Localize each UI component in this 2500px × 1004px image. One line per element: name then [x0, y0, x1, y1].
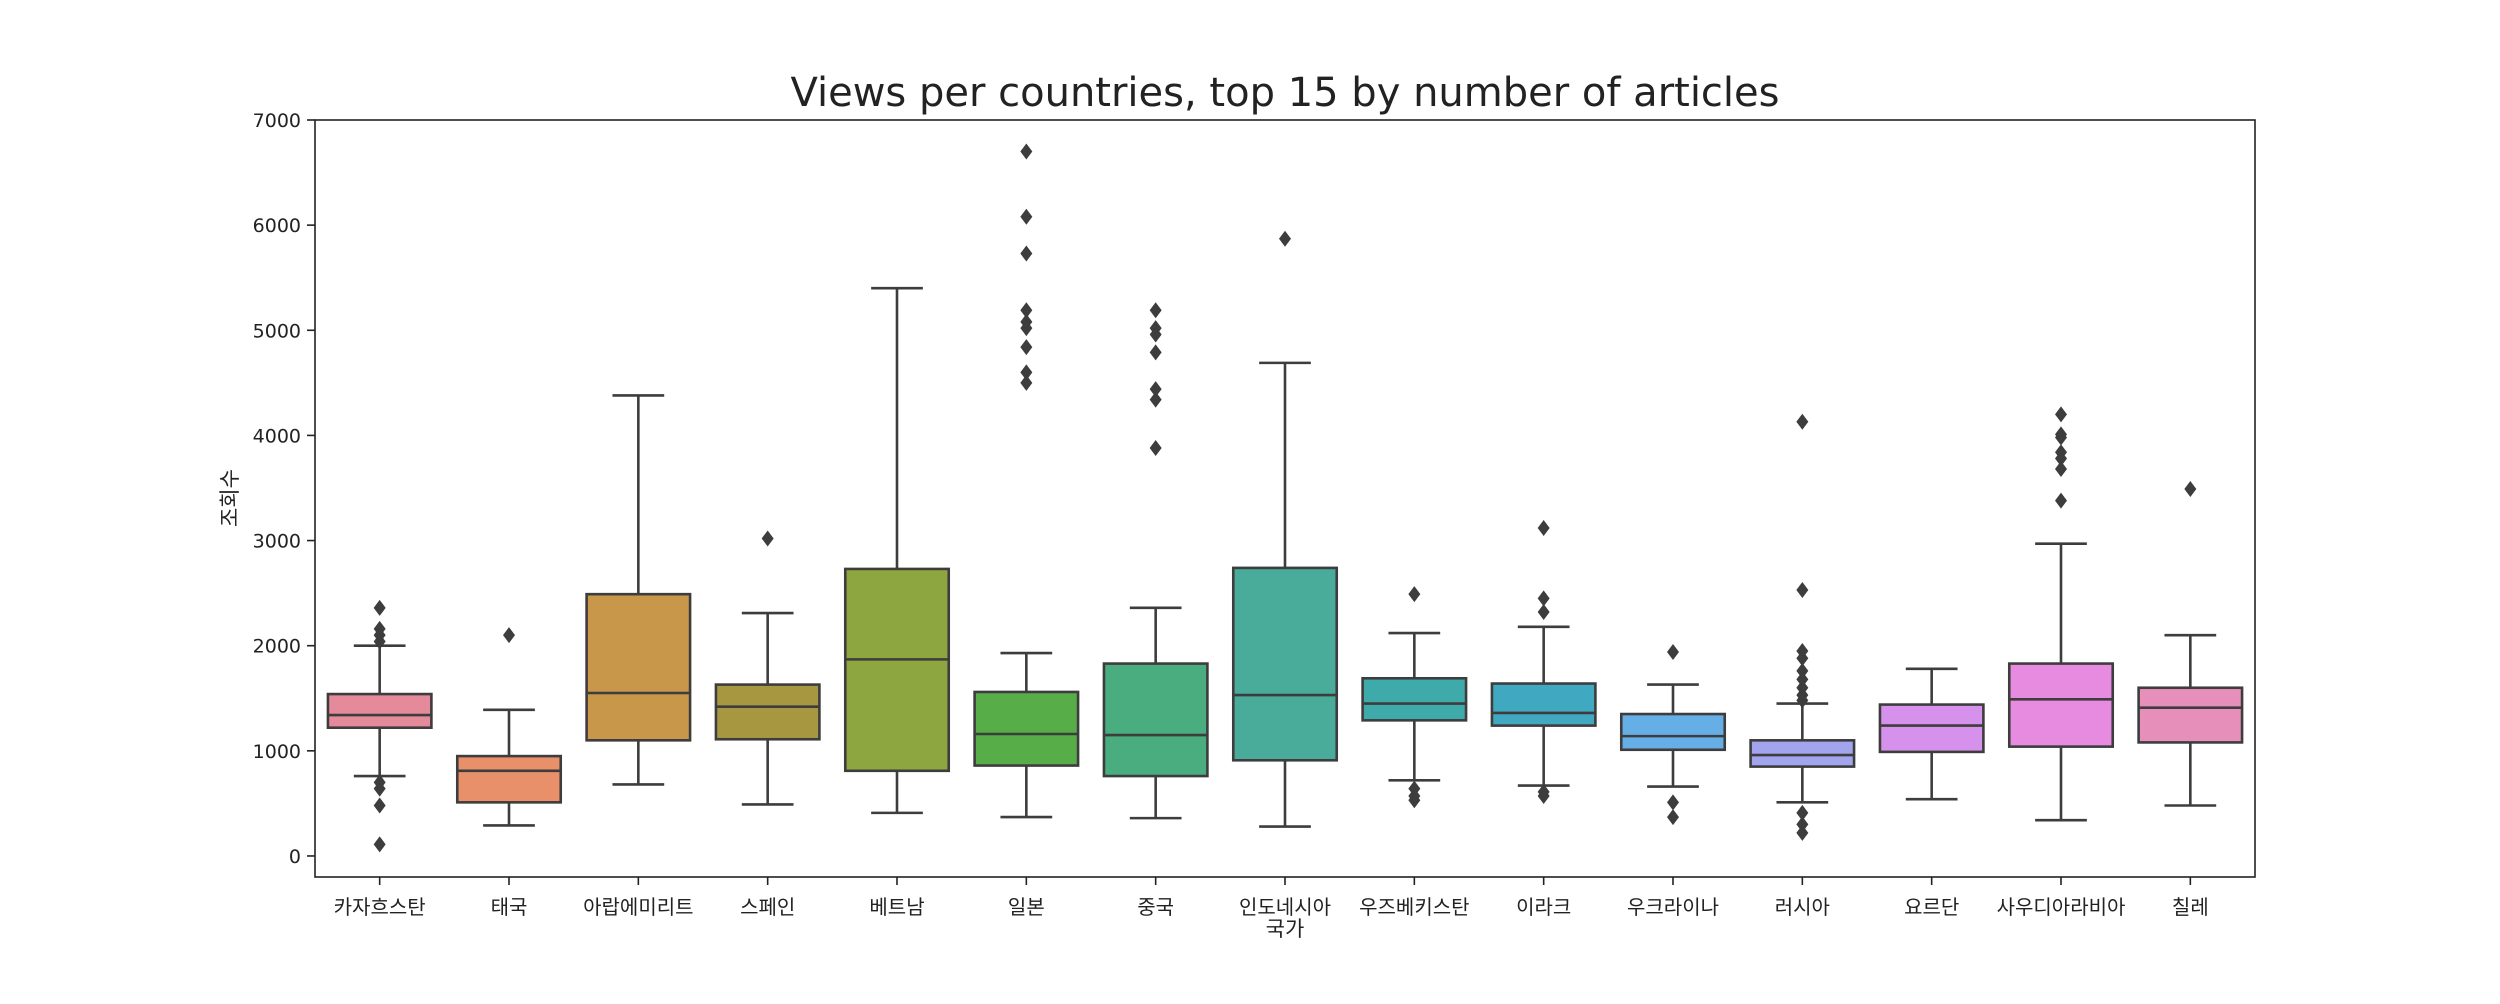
box-13	[2007, 662, 2115, 748]
box-11	[1749, 739, 1856, 768]
box-12	[1878, 703, 1985, 754]
outlier-point	[1279, 230, 1291, 247]
plot-frame	[314, 119, 2256, 878]
outlier-point	[373, 797, 386, 814]
box-2	[585, 592, 692, 742]
outlier-point	[1796, 804, 1809, 821]
y-tick-label: 7000	[253, 110, 301, 132]
y-tick-label: 4000	[253, 425, 301, 447]
outlier-point	[373, 774, 386, 791]
x-tick-label: 아랍에미리트	[583, 895, 693, 919]
outlier-point	[1020, 313, 1033, 330]
outlier-point	[1149, 381, 1162, 398]
outlier-point	[373, 620, 386, 637]
outlier-point	[2055, 444, 2067, 461]
box-5	[973, 690, 1080, 767]
outlier-point	[1020, 364, 1033, 381]
outlier-point	[1796, 662, 1809, 679]
chart-title: Views per countries, top 15 by number of…	[791, 70, 1780, 116]
box-4	[843, 567, 951, 773]
outlier-point	[1796, 581, 1809, 598]
outlier-point	[2184, 481, 2197, 498]
outlier-point	[1796, 642, 1809, 659]
outlier-point	[503, 627, 515, 644]
outlier-point	[1149, 302, 1162, 319]
x-tick-label: 사우디아라비아	[1997, 895, 2126, 919]
outlier-point	[1020, 143, 1033, 160]
box-3	[714, 683, 821, 741]
box-0	[326, 692, 433, 730]
y-axis-label: 조회수	[218, 469, 242, 527]
outlier-point	[1408, 586, 1421, 603]
outlier-point	[1667, 809, 1679, 826]
outlier-point	[761, 530, 774, 547]
x-tick-label: 우즈베키스탄	[1359, 895, 1469, 919]
box-7	[1231, 566, 1339, 762]
outlier-point	[1149, 391, 1162, 408]
box-8	[1361, 676, 1468, 722]
outlier-point	[1796, 824, 1809, 841]
outlier-point	[2055, 461, 2067, 478]
outlier-point	[1796, 679, 1809, 696]
y-tick-label: 5000	[253, 320, 301, 342]
x-tick-label: 인도네시아	[1239, 895, 1331, 919]
outlier-point	[1537, 590, 1550, 607]
outlier-point	[1796, 671, 1809, 688]
outlier-point	[1537, 519, 1550, 536]
outlier-point	[1020, 245, 1033, 262]
x-tick-label: 러시아	[1775, 895, 1830, 919]
outlier-point	[1667, 644, 1679, 661]
x-tick-label: 일본	[1008, 895, 1045, 919]
y-tick-label: 2000	[253, 636, 301, 658]
outlier-point	[1537, 783, 1550, 800]
x-tick-label: 우크라이나	[1627, 895, 1719, 919]
outlier-point	[373, 599, 386, 616]
box-9	[1490, 682, 1597, 727]
x-tick-label: 요르단	[1904, 895, 1959, 919]
x-tick-label: 스페인	[740, 895, 795, 919]
outlier-point	[1020, 374, 1033, 391]
outlier-point	[1149, 440, 1162, 457]
outlier-point	[1667, 794, 1679, 811]
plot-area: 0 1000 2000 3000 4000 5000 6000 7000 카자흐스탄 태국 아랍에미…	[253, 110, 2244, 919]
outlier-point	[1796, 816, 1809, 833]
y-tick-label: 6000	[253, 215, 301, 237]
x-tick-label: 칠레	[2172, 895, 2209, 919]
box-10	[1619, 712, 1727, 752]
x-tick-label: 중국	[1137, 895, 1174, 919]
x-tick-label: 이라크	[1516, 895, 1571, 919]
box-6	[1102, 662, 1209, 778]
outlier-point	[1796, 413, 1809, 430]
y-tick-label: 1000	[253, 741, 301, 763]
x-axis-label: 국가	[1266, 917, 1305, 941]
outlier-point	[2055, 426, 2067, 443]
x-tick-label: 카자흐스탄	[334, 895, 426, 919]
outlier-point	[1537, 604, 1550, 621]
box-14	[2137, 686, 2244, 744]
outlier-point	[2055, 492, 2067, 509]
x-tick-label: 태국	[491, 895, 528, 919]
outlier-point	[1149, 344, 1162, 361]
y-tick-label: 3000	[253, 531, 301, 553]
outlier-point	[1020, 302, 1033, 319]
box-1	[455, 754, 563, 804]
x-tick-label: 베트남	[869, 895, 924, 919]
outlier-point	[1020, 339, 1033, 356]
outlier-point	[373, 836, 386, 853]
outlier-point	[2055, 406, 2067, 423]
outlier-point	[1149, 320, 1162, 337]
outlier-point	[1408, 780, 1421, 797]
outlier-point	[1020, 208, 1033, 225]
y-tick-label: 0	[289, 846, 301, 868]
